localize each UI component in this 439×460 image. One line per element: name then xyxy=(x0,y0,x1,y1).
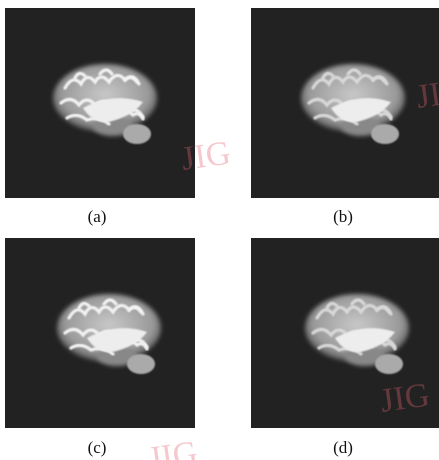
watermark: JIG xyxy=(179,134,233,177)
image-panel: (b) xyxy=(251,8,439,226)
cerebellum xyxy=(123,124,151,144)
caption: (b) xyxy=(333,207,353,226)
caption: (c) xyxy=(88,438,107,457)
watermark: JIG xyxy=(378,376,432,419)
caption: (d) xyxy=(333,438,353,457)
image-panel: (c) xyxy=(5,238,195,457)
figure: (a) (b) (c) (d) JIG JIG JIG JIG xyxy=(0,0,439,460)
watermark: JIG xyxy=(414,72,439,115)
cerebellum xyxy=(375,354,403,374)
cerebellum xyxy=(127,354,155,374)
watermark: JIG xyxy=(146,434,200,460)
cerebellum xyxy=(371,124,399,144)
image-panel: (d) xyxy=(251,238,439,457)
image-panel: (a) xyxy=(5,8,195,226)
caption: (a) xyxy=(88,207,107,226)
